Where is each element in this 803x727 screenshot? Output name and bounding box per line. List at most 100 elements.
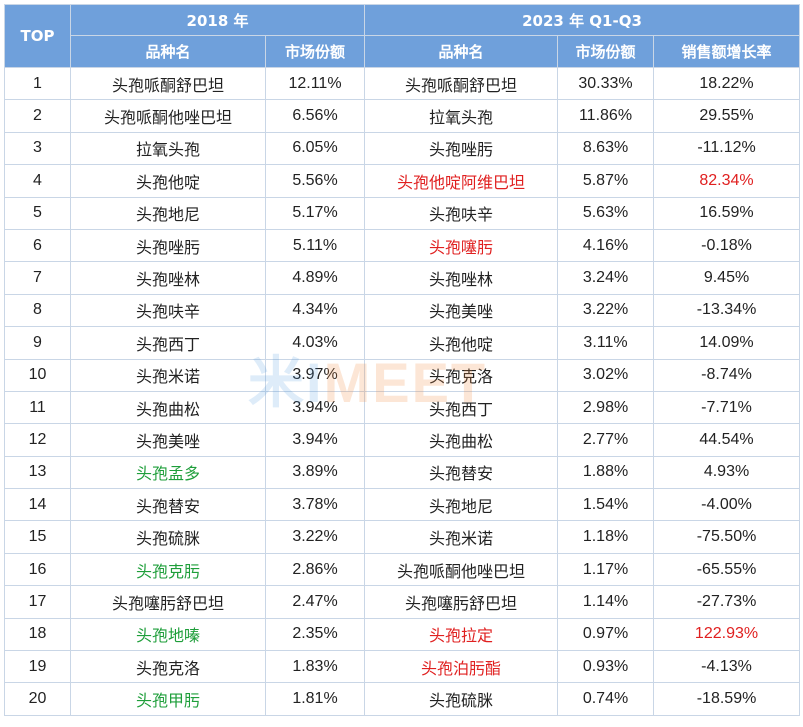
top-header: TOP [4, 4, 71, 68]
growth-cell: 4.93% [653, 455, 801, 490]
share-2023-cell: 5.63% [557, 196, 655, 230]
name-2023-cell: 头孢哌酮舒巴坦 [364, 66, 559, 101]
rank-cell: 3 [4, 131, 71, 166]
share-2023-cell: 1.88% [557, 455, 655, 490]
col-header-share-2018: 市场份额 [264, 35, 366, 68]
rank-cell: 4 [4, 164, 71, 198]
share-2018-cell: 5.56% [264, 164, 366, 198]
share-2023-cell: 1.54% [557, 488, 655, 522]
table-row: 11 头孢曲松 3.94% 头孢西丁 2.98% -7.71% [4, 390, 801, 425]
share-2023-cell: 2.77% [557, 423, 655, 457]
share-2018-cell: 2.86% [264, 552, 366, 587]
share-2018-cell: 3.94% [264, 423, 366, 457]
share-2023-cell: 2.98% [557, 390, 655, 425]
share-2018-cell: 3.22% [264, 520, 366, 554]
name-2023-cell: 拉氧头孢 [364, 99, 559, 133]
rank-cell: 8 [4, 293, 71, 328]
table-row: 3 拉氧头孢 6.05% 头孢唑肟 8.63% -11.12% [4, 131, 801, 166]
share-2018-cell: 5.11% [264, 228, 366, 263]
growth-cell: 16.59% [653, 196, 801, 230]
name-2023-cell: 头孢噻肟 [364, 228, 559, 263]
name-2018-cell: 头孢他啶 [70, 164, 266, 198]
share-2018-cell: 12.11% [264, 66, 366, 101]
growth-cell: 82.34% [653, 164, 801, 198]
name-2018-cell: 头孢唑肟 [70, 228, 266, 263]
rank-cell: 7 [4, 261, 71, 295]
rank-cell: 17 [4, 585, 71, 619]
rank-cell: 16 [4, 552, 71, 587]
col-header-name-2023: 品种名 [364, 35, 559, 68]
name-2018-cell: 头孢曲松 [70, 390, 266, 425]
growth-cell: -27.73% [653, 585, 801, 619]
name-2018-cell: 头孢美唑 [70, 423, 266, 457]
share-2023-cell: 3.11% [557, 326, 655, 360]
name-2018-cell: 头孢地尼 [70, 196, 266, 230]
growth-cell: -4.00% [653, 488, 801, 522]
share-2023-cell: 3.02% [557, 358, 655, 392]
share-2023-cell: 5.87% [557, 164, 655, 198]
growth-cell: -0.18% [653, 228, 801, 263]
name-2023-cell: 头孢噻肟舒巴坦 [364, 585, 559, 619]
table-row: 4 头孢他啶 5.56% 头孢他啶阿维巴坦 5.87% 82.34% [4, 164, 801, 198]
rank-cell: 1 [4, 66, 71, 101]
share-2018-cell: 3.78% [264, 488, 366, 522]
name-2023-cell: 头孢唑肟 [364, 131, 559, 166]
name-2018-cell: 头孢甲肟 [70, 682, 266, 716]
name-2018-cell: 头孢呋辛 [70, 293, 266, 328]
rank-cell: 11 [4, 390, 71, 425]
name-2023-cell: 头孢哌酮他唑巴坦 [364, 552, 559, 587]
share-2018-cell: 6.56% [264, 99, 366, 133]
table-row: 20 头孢甲肟 1.81% 头孢硫脒 0.74% -18.59% [4, 682, 801, 716]
share-2018-cell: 3.97% [264, 358, 366, 392]
growth-cell: -4.13% [653, 650, 801, 684]
name-2023-cell: 头孢米诺 [364, 520, 559, 554]
name-2023-cell: 头孢曲松 [364, 423, 559, 457]
table-row: 2 头孢哌酮他唑巴坦 6.56% 拉氧头孢 11.86% 29.55% [4, 99, 801, 133]
table-row: 17 头孢噻肟舒巴坦 2.47% 头孢噻肟舒巴坦 1.14% -27.73% [4, 585, 801, 619]
name-2018-cell: 头孢克洛 [70, 650, 266, 684]
table-row: 1 头孢哌酮舒巴坦 12.11% 头孢哌酮舒巴坦 30.33% 18.22% [4, 66, 801, 101]
growth-cell: 29.55% [653, 99, 801, 133]
name-2023-cell: 头孢美唑 [364, 293, 559, 328]
share-2018-cell: 3.89% [264, 455, 366, 490]
table-row: 10 头孢米诺 3.97% 头孢克洛 3.02% -8.74% [4, 358, 801, 392]
name-2018-cell: 头孢硫脒 [70, 520, 266, 554]
table-row: 15 头孢硫脒 3.22% 头孢米诺 1.18% -75.50% [4, 520, 801, 554]
growth-cell: 14.09% [653, 326, 801, 360]
table-row: 16 头孢克肟 2.86% 头孢哌酮他唑巴坦 1.17% -65.55% [4, 552, 801, 587]
rank-cell: 5 [4, 196, 71, 230]
share-2023-cell: 1.17% [557, 552, 655, 587]
share-2023-cell: 3.24% [557, 261, 655, 295]
name-2018-cell: 头孢噻肟舒巴坦 [70, 585, 266, 619]
share-2023-cell: 0.74% [557, 682, 655, 716]
name-2018-cell: 头孢哌酮舒巴坦 [70, 66, 266, 101]
growth-cell: 9.45% [653, 261, 801, 295]
growth-cell: -65.55% [653, 552, 801, 587]
growth-cell: -18.59% [653, 682, 801, 716]
rank-cell: 12 [4, 423, 71, 457]
share-2023-cell: 1.18% [557, 520, 655, 554]
name-2023-cell: 头孢他啶 [364, 326, 559, 360]
name-2018-cell: 头孢替安 [70, 488, 266, 522]
table-body: 1 头孢哌酮舒巴坦 12.11% 头孢哌酮舒巴坦 30.33% 18.22% 2 头孢哌酮他唑… [4, 66, 801, 716]
name-2018-cell: 头孢克肟 [70, 552, 266, 587]
share-2023-cell: 1.14% [557, 585, 655, 619]
name-2023-cell: 头孢他啶阿维巴坦 [364, 164, 559, 198]
growth-cell: -75.50% [653, 520, 801, 554]
growth-cell: -11.12% [653, 131, 801, 166]
growth-cell: -13.34% [653, 293, 801, 328]
share-2023-cell: 0.97% [557, 617, 655, 652]
table-row: 8 头孢呋辛 4.34% 头孢美唑 3.22% -13.34% [4, 293, 801, 328]
rank-cell: 18 [4, 617, 71, 652]
table-row: 19 头孢克洛 1.83% 头孢泊肟酯 0.93% -4.13% [4, 650, 801, 684]
group-header-2018: 2018 年 [69, 4, 366, 36]
table-row: 5 头孢地尼 5.17% 头孢呋辛 5.63% 16.59% [4, 196, 801, 230]
share-2018-cell: 6.05% [264, 131, 366, 166]
growth-cell: 44.54% [653, 423, 801, 457]
share-2023-cell: 30.33% [557, 66, 655, 101]
table-row: 7 头孢唑林 4.89% 头孢唑林 3.24% 9.45% [4, 261, 801, 295]
ranking-table: TOP 2018 年 2023 年 Q1-Q3 品种名 市场份额 品种名 市场份… [4, 4, 801, 716]
name-2023-cell: 头孢地尼 [364, 488, 559, 522]
rank-cell: 9 [4, 326, 71, 360]
share-2018-cell: 1.81% [264, 682, 366, 716]
